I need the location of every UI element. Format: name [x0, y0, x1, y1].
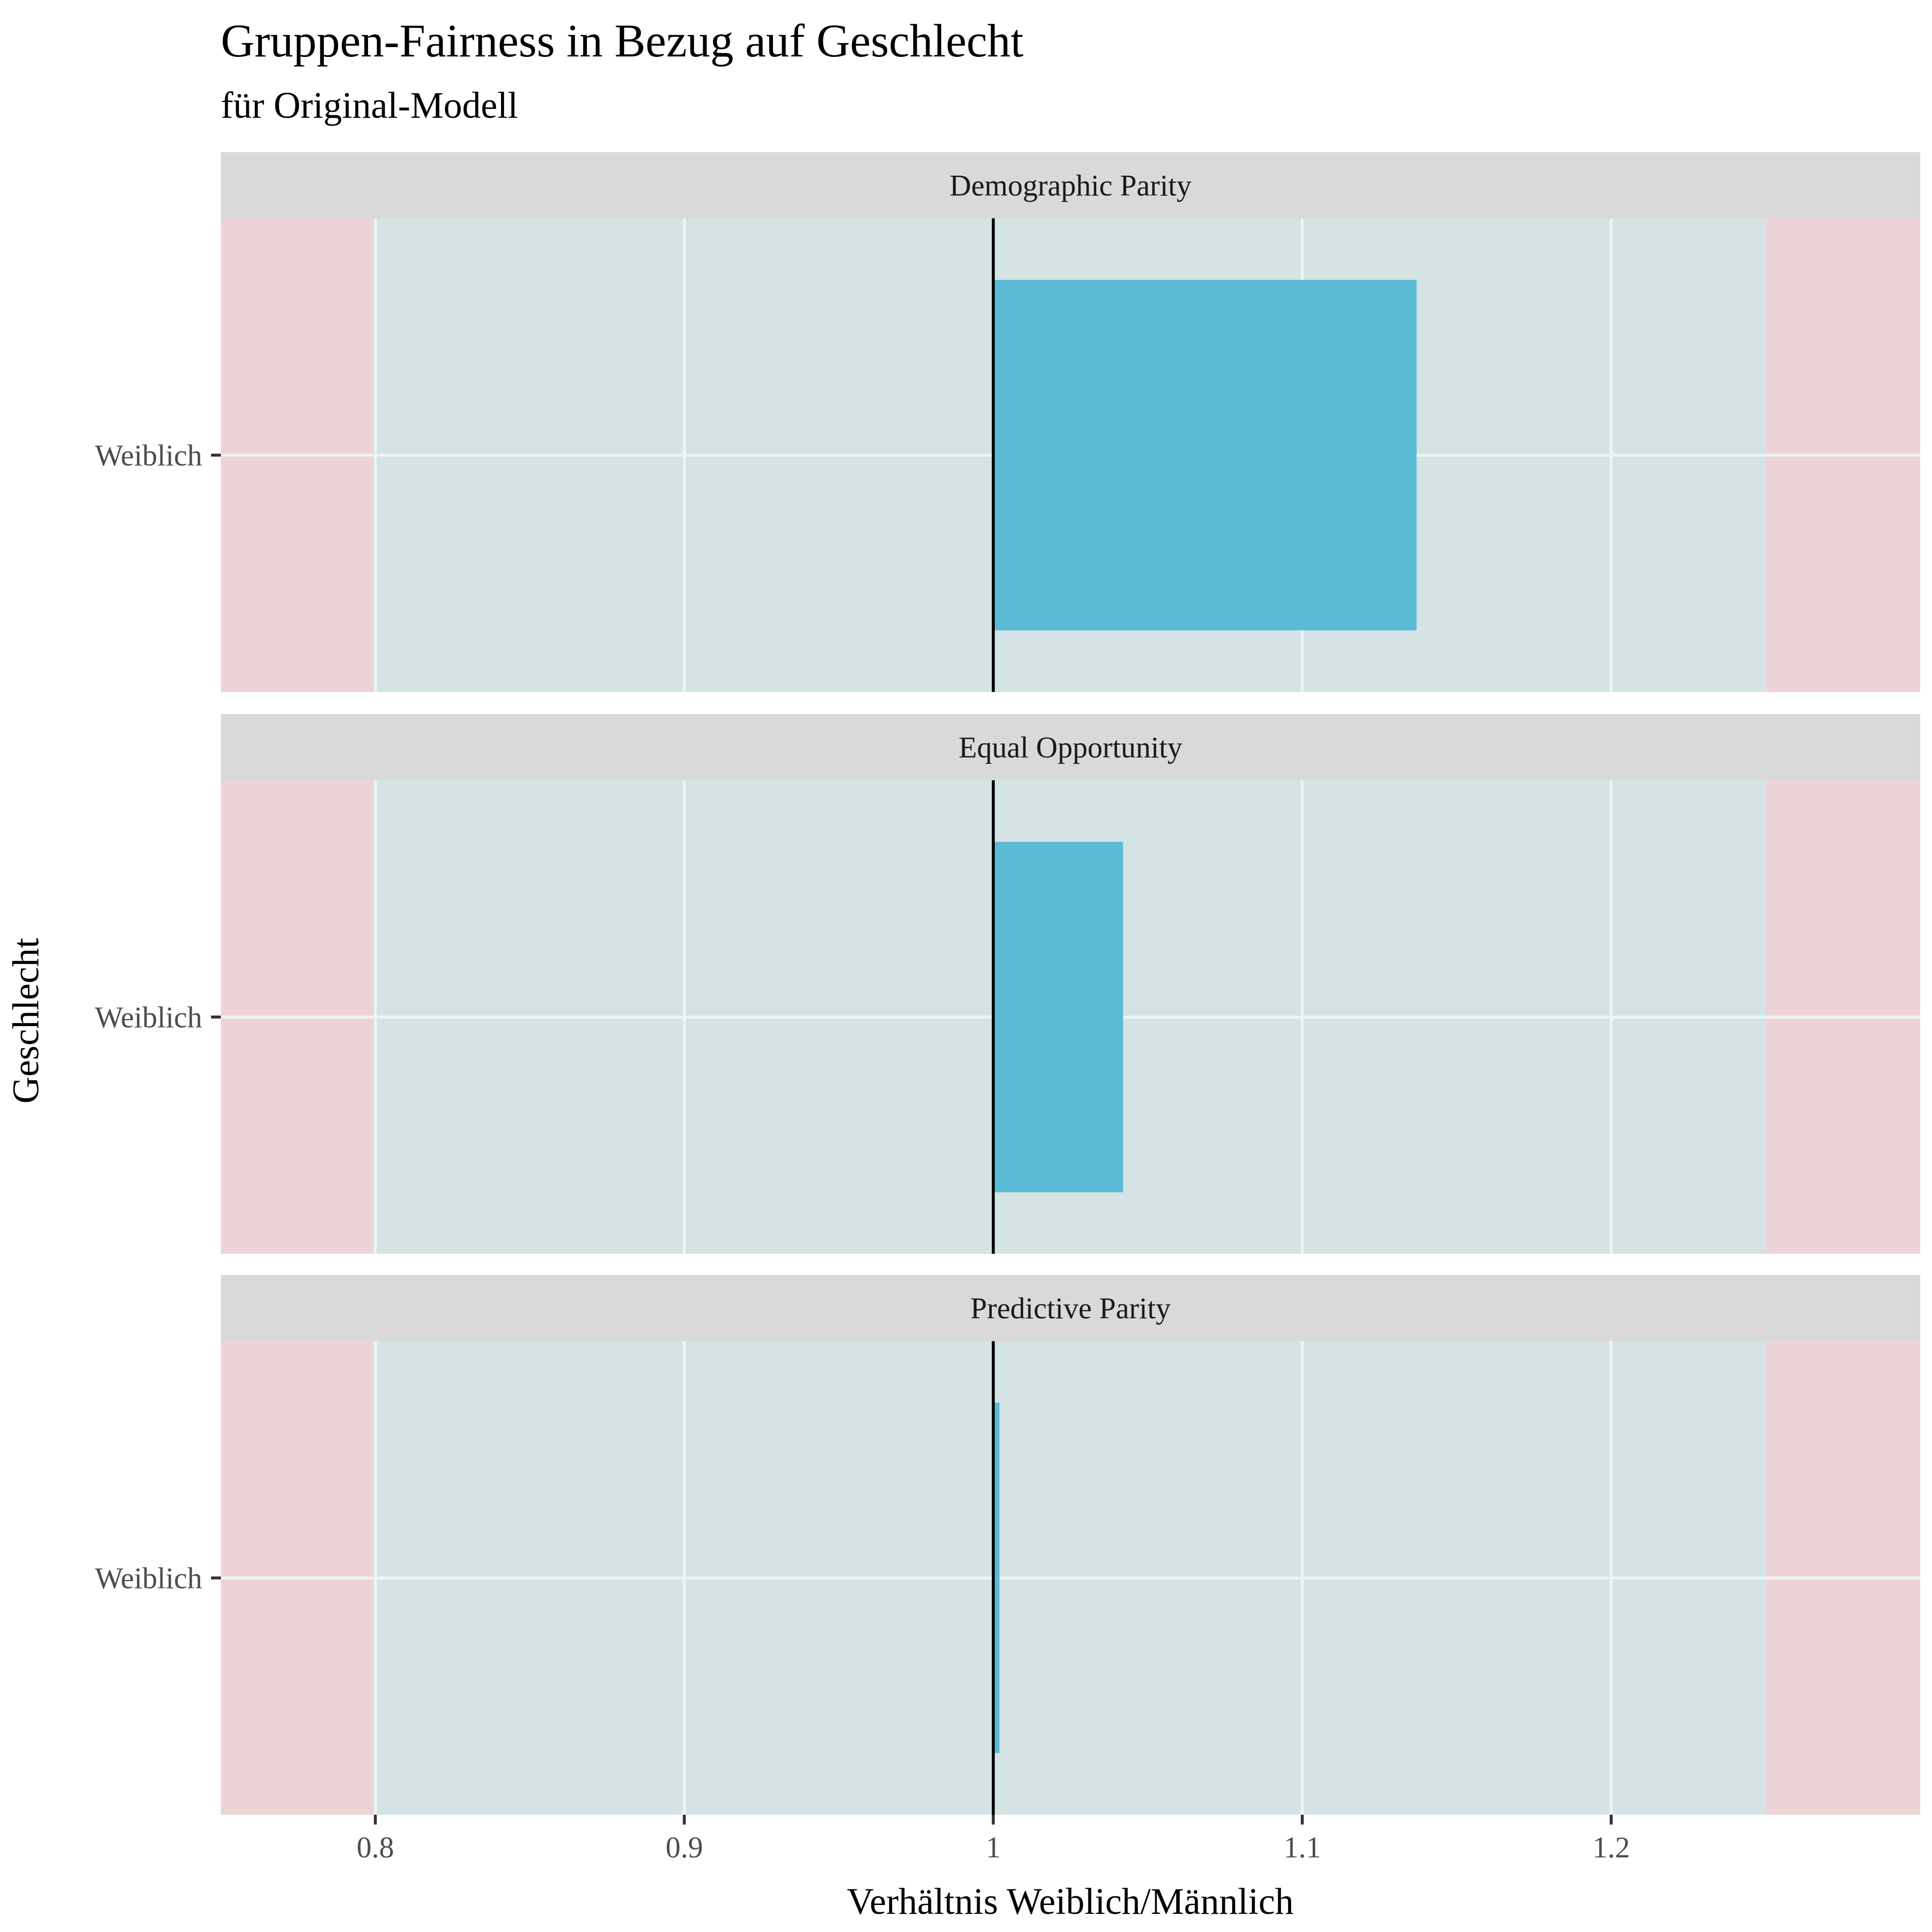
- bar: [993, 1403, 1000, 1753]
- y-tick-label: Weiblich: [95, 440, 202, 473]
- x-axis-title: Verhältnis Weiblich/Männlich: [847, 1881, 1294, 1922]
- facet-strip-label: Demographic Parity: [950, 170, 1191, 203]
- x-tick-label: 1.2: [1592, 1831, 1630, 1864]
- y-axis-title: Geschlecht: [5, 938, 47, 1104]
- facet-strip: [221, 714, 1920, 780]
- y-tick-label: Weiblich: [95, 1002, 202, 1034]
- facet-strip-label: Equal Opportunity: [959, 732, 1183, 765]
- x-axis: 0.8 0.9 1 1.1 1.2: [357, 1815, 1630, 1864]
- chart-subtitle: für Original-Modell: [221, 85, 518, 126]
- facet-strip-label: Predictive Parity: [970, 1293, 1171, 1325]
- facet-strip: [221, 152, 1920, 218]
- x-tick-label: 1: [986, 1831, 1001, 1864]
- bar: [993, 280, 1417, 631]
- facet-panel: Predictive Parity Weiblich: [95, 1275, 1920, 1815]
- x-tick-label: 0.9: [665, 1831, 703, 1864]
- facet-strip: [221, 1275, 1920, 1341]
- chart-title: Gruppen-Fairness in Bezug auf Geschlecht: [221, 15, 1024, 67]
- y-tick-label: Weiblich: [95, 1562, 202, 1595]
- x-tick-label: 1.1: [1284, 1831, 1321, 1864]
- facet-panel: Equal Opportunity Weiblich: [95, 714, 1920, 1254]
- bar: [993, 842, 1123, 1192]
- facet-panel: Demographic Parity Weiblich: [95, 152, 1920, 692]
- x-tick-label: 0.8: [357, 1831, 394, 1864]
